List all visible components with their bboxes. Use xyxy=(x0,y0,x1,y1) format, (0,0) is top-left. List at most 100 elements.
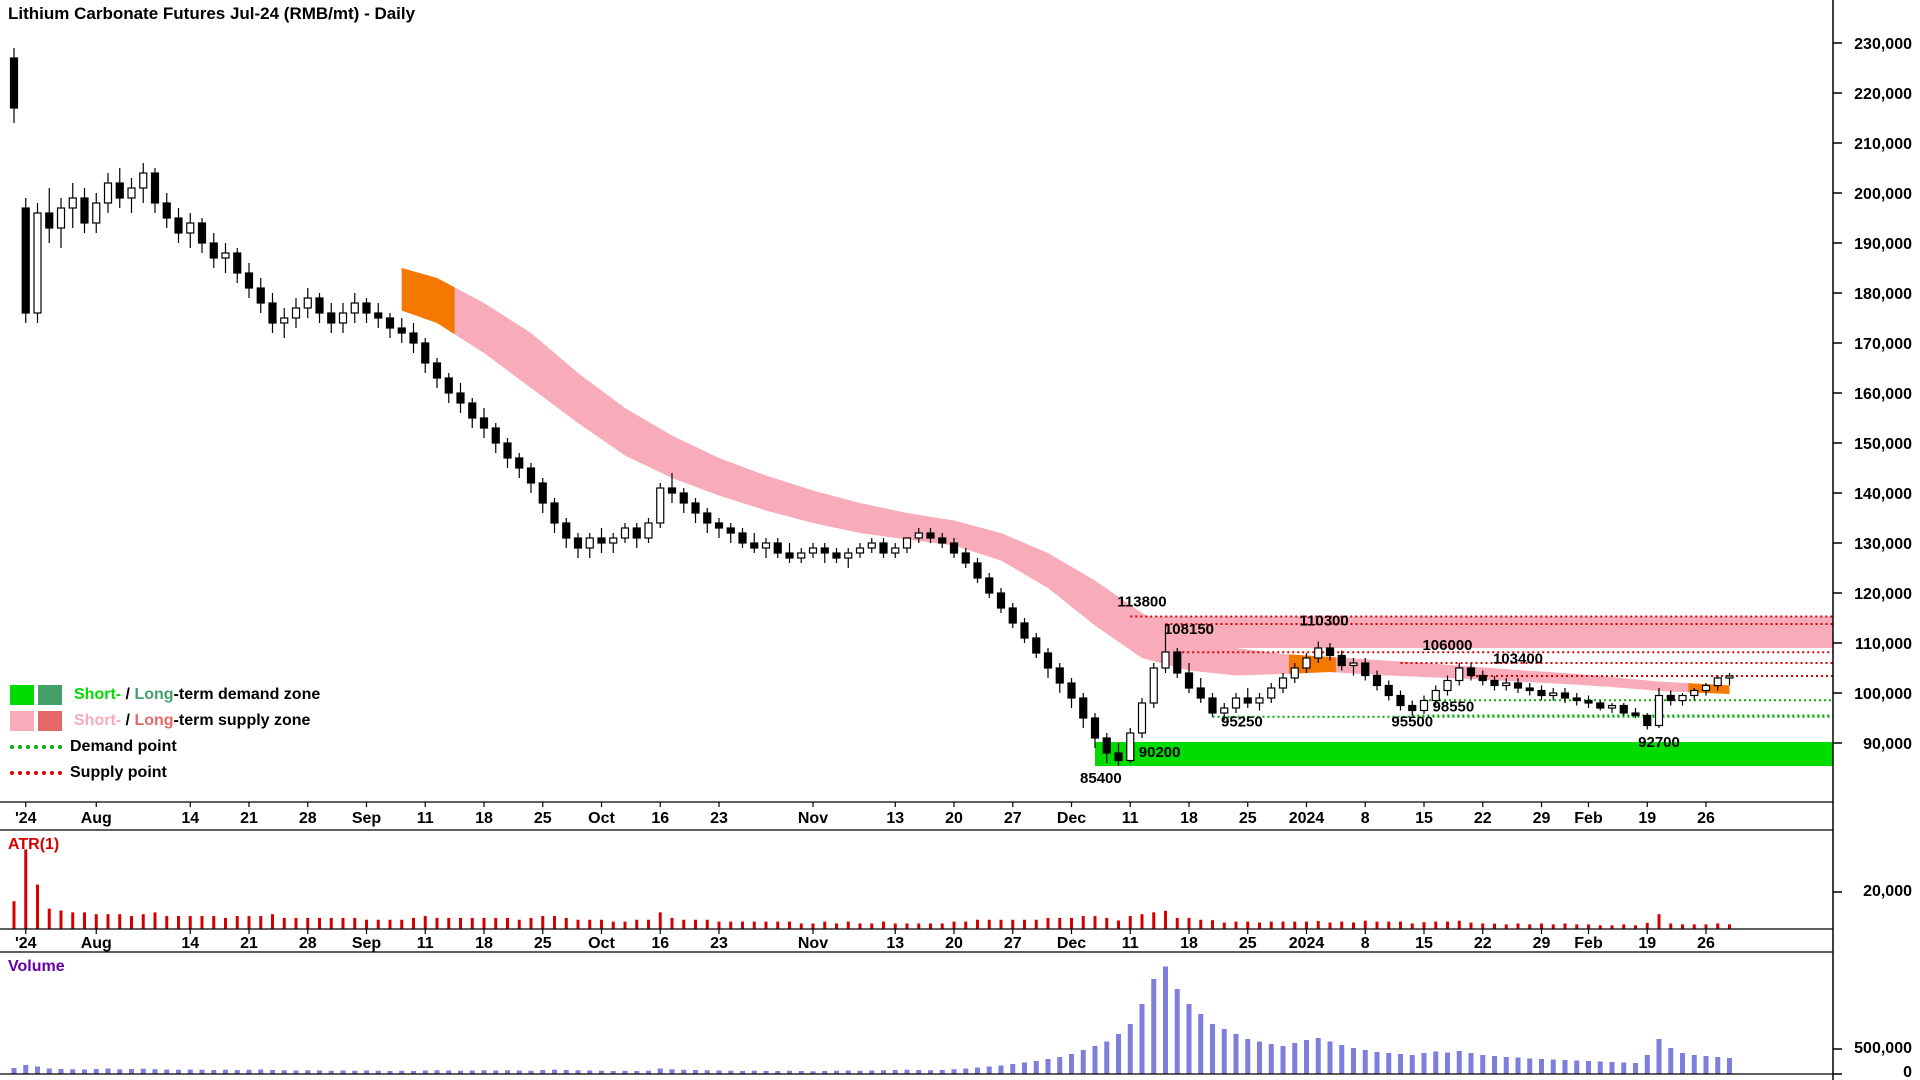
candle xyxy=(1443,679,1452,692)
volume-bar xyxy=(469,1070,475,1074)
volume-bar xyxy=(446,1070,452,1074)
atr-bar xyxy=(670,917,674,929)
candle xyxy=(1478,674,1487,682)
atr-bar xyxy=(893,923,897,929)
atr-bar xyxy=(1234,921,1238,929)
atr-bar xyxy=(12,901,16,929)
x-tick-label: 15 xyxy=(1415,935,1433,952)
atr-bar xyxy=(329,917,333,929)
volume-bar xyxy=(1668,1048,1674,1074)
volume-bar xyxy=(740,1071,745,1074)
vol-layer xyxy=(11,966,1732,1074)
x-tick-label: 23 xyxy=(710,935,728,952)
atr-bar xyxy=(858,923,862,929)
atr-bar xyxy=(1681,924,1684,929)
candle xyxy=(1196,687,1205,699)
volume-bar xyxy=(704,1070,710,1074)
volume-bar xyxy=(234,1070,240,1074)
candle xyxy=(1137,702,1147,734)
volume-bar xyxy=(211,1070,217,1074)
atr-bar xyxy=(1305,921,1308,929)
atr-bar xyxy=(1281,921,1285,929)
atr-bar xyxy=(1457,920,1461,929)
atr-bar xyxy=(999,919,1003,929)
x-tick-label: 21 xyxy=(240,810,258,827)
atr-bar xyxy=(1293,921,1297,929)
volume-bar xyxy=(1257,1041,1262,1074)
volume-bar xyxy=(1644,1055,1650,1074)
candle xyxy=(644,522,653,539)
candle xyxy=(1302,657,1311,669)
atr-bar xyxy=(541,916,545,929)
volume-bar xyxy=(1022,1062,1027,1074)
volume-panel-label: Volume xyxy=(8,958,65,975)
atr-bar xyxy=(1199,919,1203,929)
atr-bar xyxy=(682,919,686,929)
price-tick-label: 120,000 xyxy=(1854,586,1912,603)
atr-bar xyxy=(1399,921,1402,929)
volume-bar xyxy=(1315,1038,1321,1074)
supply-long-word: Long xyxy=(134,712,174,729)
volume-bar xyxy=(164,1069,170,1074)
candle xyxy=(268,302,277,324)
candle xyxy=(1126,732,1135,762)
atr-bar xyxy=(435,917,439,929)
volume-bar xyxy=(1586,1061,1591,1074)
volume-bar xyxy=(1198,1014,1204,1074)
x-tick-label: 29 xyxy=(1533,935,1551,952)
atr-bar xyxy=(1551,924,1555,929)
candle xyxy=(444,377,453,394)
candle xyxy=(1372,674,1382,687)
x-tick-label: 15 xyxy=(1415,810,1433,827)
volume-bar xyxy=(881,1070,886,1074)
atr-bar xyxy=(564,917,568,929)
atr-bar xyxy=(212,916,216,929)
candle xyxy=(1408,704,1417,712)
volume-bar xyxy=(1221,1029,1227,1074)
price-annotation: 110300 xyxy=(1300,613,1349,630)
atr-bar xyxy=(1340,921,1344,929)
candle xyxy=(808,547,818,554)
atr-bar xyxy=(882,921,885,929)
x-tick-label: Aug xyxy=(81,810,112,827)
price-annotation: 90200 xyxy=(1139,744,1181,761)
atr-bar xyxy=(1645,922,1649,929)
atr-bar xyxy=(1410,923,1414,929)
candle xyxy=(1396,694,1405,707)
demand-long-word: Long xyxy=(134,686,174,703)
candle xyxy=(785,552,794,559)
candle xyxy=(1549,692,1558,697)
atr-bar xyxy=(165,916,169,929)
lines-layer xyxy=(1130,615,1833,718)
volume-bar xyxy=(1515,1057,1521,1074)
atr-bar xyxy=(658,912,662,929)
atr-bar xyxy=(1716,923,1720,929)
atr-bar xyxy=(1211,920,1214,929)
x-tick-label: Nov xyxy=(798,810,828,827)
volume-bar xyxy=(199,1069,205,1074)
x-tick-label: 8 xyxy=(1361,810,1370,827)
volume-bar xyxy=(1104,1041,1110,1074)
candle xyxy=(291,307,301,319)
candle xyxy=(832,552,841,559)
candle xyxy=(385,317,395,329)
candle xyxy=(1220,707,1229,714)
atr-bar xyxy=(635,919,639,929)
candle xyxy=(103,182,113,204)
volume-bar xyxy=(82,1069,87,1074)
legend-supply-zone-row: Short- / Long-term supply zone xyxy=(10,708,320,734)
atr-bar xyxy=(1540,923,1543,929)
candle xyxy=(562,522,571,539)
volume-bar xyxy=(1127,1024,1133,1074)
atr-bar xyxy=(1375,921,1379,929)
candle xyxy=(1208,697,1217,714)
candle xyxy=(1490,679,1499,687)
atr-bar xyxy=(118,914,122,929)
atr-bar xyxy=(1246,921,1250,929)
candle xyxy=(1161,651,1170,669)
volume-bar xyxy=(1139,1004,1145,1074)
candle xyxy=(1055,667,1064,684)
atr-bar xyxy=(623,921,627,929)
